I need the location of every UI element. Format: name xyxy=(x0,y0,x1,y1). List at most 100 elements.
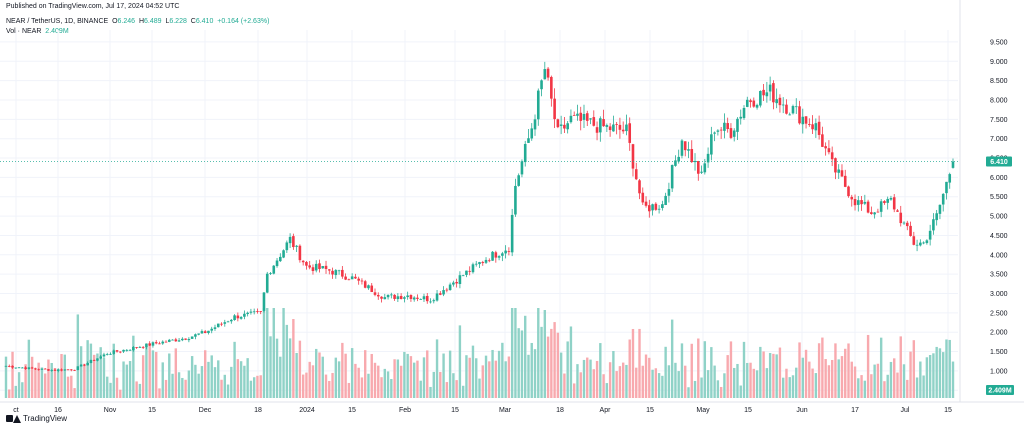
volume-bar xyxy=(83,363,86,398)
candle-body xyxy=(510,214,514,253)
candle-body xyxy=(569,115,573,123)
symbol-name[interactable]: NEAR / TetherUS, 1D, BINANCE xyxy=(6,18,109,25)
candle-body xyxy=(902,222,906,224)
candle-body xyxy=(301,260,305,263)
volume-bar xyxy=(667,365,671,398)
candle-body xyxy=(785,104,788,114)
volume-bar xyxy=(690,343,693,398)
volume-bar xyxy=(11,351,14,398)
volume-bar xyxy=(889,361,893,398)
volume-bar xyxy=(461,385,465,398)
candle-body xyxy=(543,69,547,80)
volume-bar xyxy=(311,365,315,398)
volume-bar xyxy=(364,350,367,398)
candle-body xyxy=(723,122,726,131)
candle-body xyxy=(585,113,589,121)
volume-bar xyxy=(628,339,631,398)
last-volume-tag xyxy=(986,385,1014,395)
volume-bar xyxy=(657,373,661,398)
volume-bar xyxy=(507,356,511,398)
volume-bar xyxy=(566,341,569,398)
volume-bar xyxy=(586,357,589,398)
volume-bar xyxy=(373,362,377,398)
volume-bar xyxy=(853,366,857,398)
candle-body xyxy=(171,339,174,341)
volume-bar xyxy=(452,373,455,398)
volume-bar xyxy=(468,357,471,398)
volume-bar xyxy=(158,388,161,398)
candle-body xyxy=(507,251,511,253)
volume-bar xyxy=(17,372,21,398)
volume-bar xyxy=(749,362,752,398)
volume-bar xyxy=(86,340,89,398)
candle-body xyxy=(517,175,520,186)
candle-body xyxy=(572,115,576,116)
candle-body xyxy=(102,354,106,357)
volume-bar xyxy=(938,348,942,398)
volume-bar xyxy=(471,345,475,398)
time-axis-label: 16 xyxy=(54,407,62,414)
volume-bar xyxy=(644,354,648,398)
volume-bar xyxy=(174,348,178,398)
volume-bar xyxy=(347,382,351,398)
candle-body xyxy=(478,262,481,265)
volume-bar xyxy=(50,362,53,398)
volume-label[interactable]: Vol · NEAR xyxy=(6,28,42,35)
volume-bar xyxy=(733,367,736,398)
volume-bar xyxy=(556,332,560,398)
change-value: +0.164 (+2.63%) xyxy=(217,18,270,25)
volume-bar xyxy=(96,353,99,398)
volume-bar xyxy=(687,387,690,398)
volume-bar xyxy=(922,375,925,398)
candle-body xyxy=(311,267,315,272)
candle-body xyxy=(530,128,534,139)
volume-bar xyxy=(249,380,253,398)
volume-bar xyxy=(886,374,889,398)
volume-bar xyxy=(942,352,945,398)
volume-bar xyxy=(840,356,844,398)
candle-body xyxy=(298,245,302,261)
volume-bar xyxy=(837,359,840,398)
candle-body xyxy=(216,323,220,328)
volume-bar xyxy=(723,373,726,398)
candle-body xyxy=(866,201,870,213)
volume-bar xyxy=(34,367,37,398)
tradingview-footer[interactable]: TradingView xyxy=(6,414,67,423)
candle-body xyxy=(187,339,191,341)
volume-bar xyxy=(520,330,524,398)
candle-body xyxy=(484,259,488,263)
candle-body xyxy=(89,359,93,364)
candle-body xyxy=(409,295,413,299)
candle-body xyxy=(272,265,276,274)
volume-bar xyxy=(73,388,76,398)
candle-body xyxy=(354,276,357,279)
candle-body xyxy=(158,343,161,345)
candle-body xyxy=(236,315,240,319)
volume-bar xyxy=(119,389,122,398)
volume-bar xyxy=(729,341,733,398)
volume-bar xyxy=(896,372,899,398)
candle-body xyxy=(602,119,605,127)
candle-body xyxy=(837,169,841,173)
candle-body xyxy=(520,161,524,175)
candle-body xyxy=(638,180,641,194)
candle-body xyxy=(566,123,569,130)
volume-bar xyxy=(442,353,445,398)
volume-bar xyxy=(710,347,713,398)
candle-body xyxy=(412,297,416,300)
candle-body xyxy=(641,192,645,203)
volume-bar xyxy=(700,377,703,398)
candle-body xyxy=(60,369,63,371)
volume-bar xyxy=(226,384,230,398)
tradingview-logo-icon xyxy=(6,414,21,423)
volume-bar xyxy=(301,374,305,398)
open-label: O xyxy=(112,18,118,25)
price-axis-label: 8.000 xyxy=(990,97,1008,104)
volume-bar xyxy=(416,360,419,398)
candle-body xyxy=(465,270,468,275)
candle-body xyxy=(523,143,527,163)
volume-bar xyxy=(298,340,302,398)
candle-body xyxy=(223,322,227,324)
volume-bar xyxy=(252,377,256,398)
